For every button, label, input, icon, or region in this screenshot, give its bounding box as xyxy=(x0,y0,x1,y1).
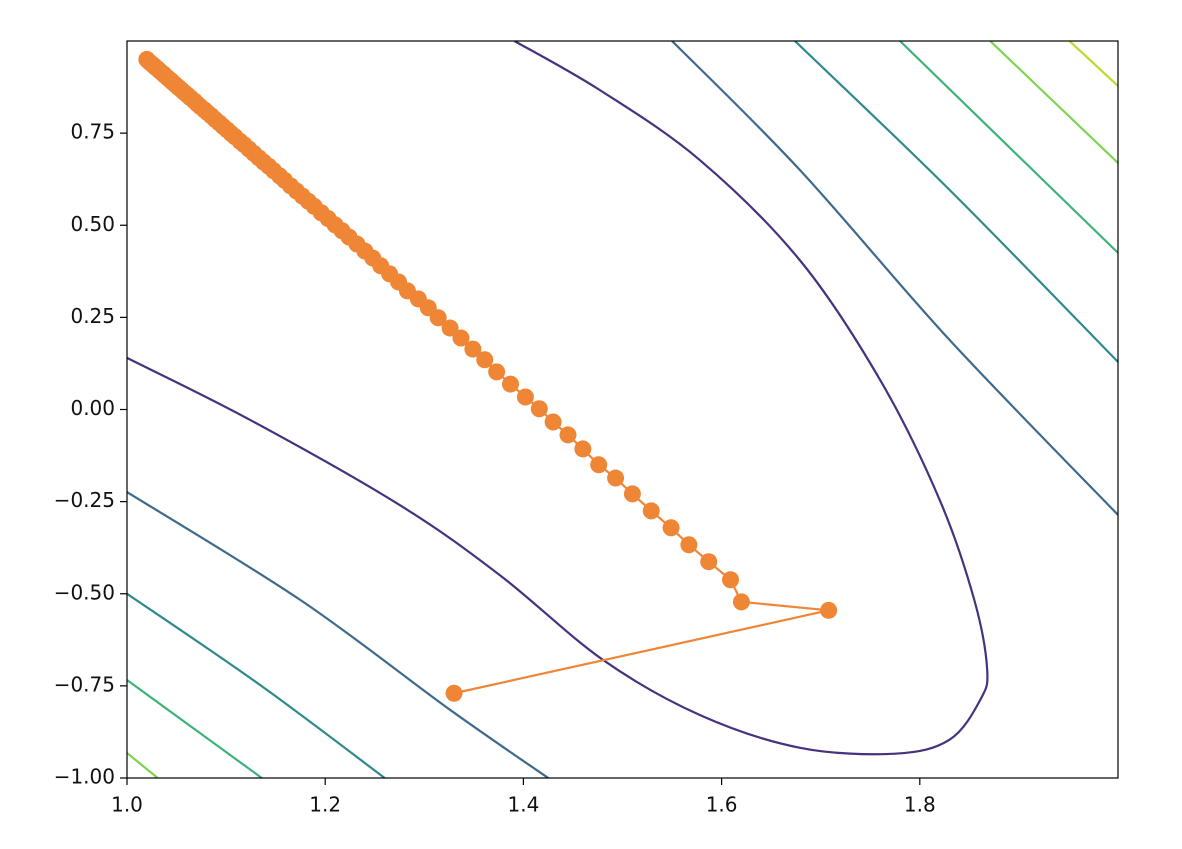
y-tick-label: −0.50 xyxy=(54,580,115,604)
contour-line xyxy=(127,41,1118,778)
contour-line xyxy=(127,41,1118,778)
path-marker xyxy=(138,50,156,68)
path-marker xyxy=(700,553,718,571)
contour-line xyxy=(127,41,1118,778)
path-marker xyxy=(662,519,680,537)
path-marker xyxy=(445,684,463,702)
path-marker xyxy=(590,456,608,474)
x-tick-label: 1.6 xyxy=(706,793,738,817)
path-marker xyxy=(607,469,625,487)
axes-frame xyxy=(126,40,1119,779)
path-marker xyxy=(488,363,506,381)
path-marker xyxy=(642,502,660,520)
y-tick-label: −0.75 xyxy=(54,672,115,696)
contour-line xyxy=(127,41,1118,778)
path-marker xyxy=(680,536,698,554)
x-tick-label: 1.4 xyxy=(507,793,539,817)
contour-line xyxy=(127,41,989,756)
y-tick-label: −0.25 xyxy=(54,488,115,512)
contour-line xyxy=(1068,41,1118,87)
path-marker xyxy=(559,426,577,444)
plot-area xyxy=(127,41,1118,778)
path-marker xyxy=(544,413,562,431)
y-tick-label: 0.75 xyxy=(70,120,115,144)
y-tick-label: 0.50 xyxy=(70,212,115,236)
path-marker xyxy=(464,340,482,358)
path-marker xyxy=(516,388,534,406)
path-marker xyxy=(574,440,592,458)
path-marker xyxy=(530,400,548,418)
path-marker xyxy=(476,351,494,369)
y-tick-label: 0.25 xyxy=(70,304,115,328)
path-marker xyxy=(502,375,520,393)
path-marker xyxy=(452,329,470,347)
y-tick-label: 0.00 xyxy=(70,396,115,420)
y-tick-label: −1.00 xyxy=(54,765,115,789)
path-marker xyxy=(441,319,459,337)
path-marker xyxy=(820,601,838,619)
path-marker xyxy=(732,593,750,611)
x-tick-label: 1.8 xyxy=(904,793,936,817)
x-tick-label: 1.2 xyxy=(309,793,341,817)
path-marker xyxy=(722,571,740,589)
x-tick-label: 1.0 xyxy=(111,793,143,817)
path-marker xyxy=(623,485,641,503)
